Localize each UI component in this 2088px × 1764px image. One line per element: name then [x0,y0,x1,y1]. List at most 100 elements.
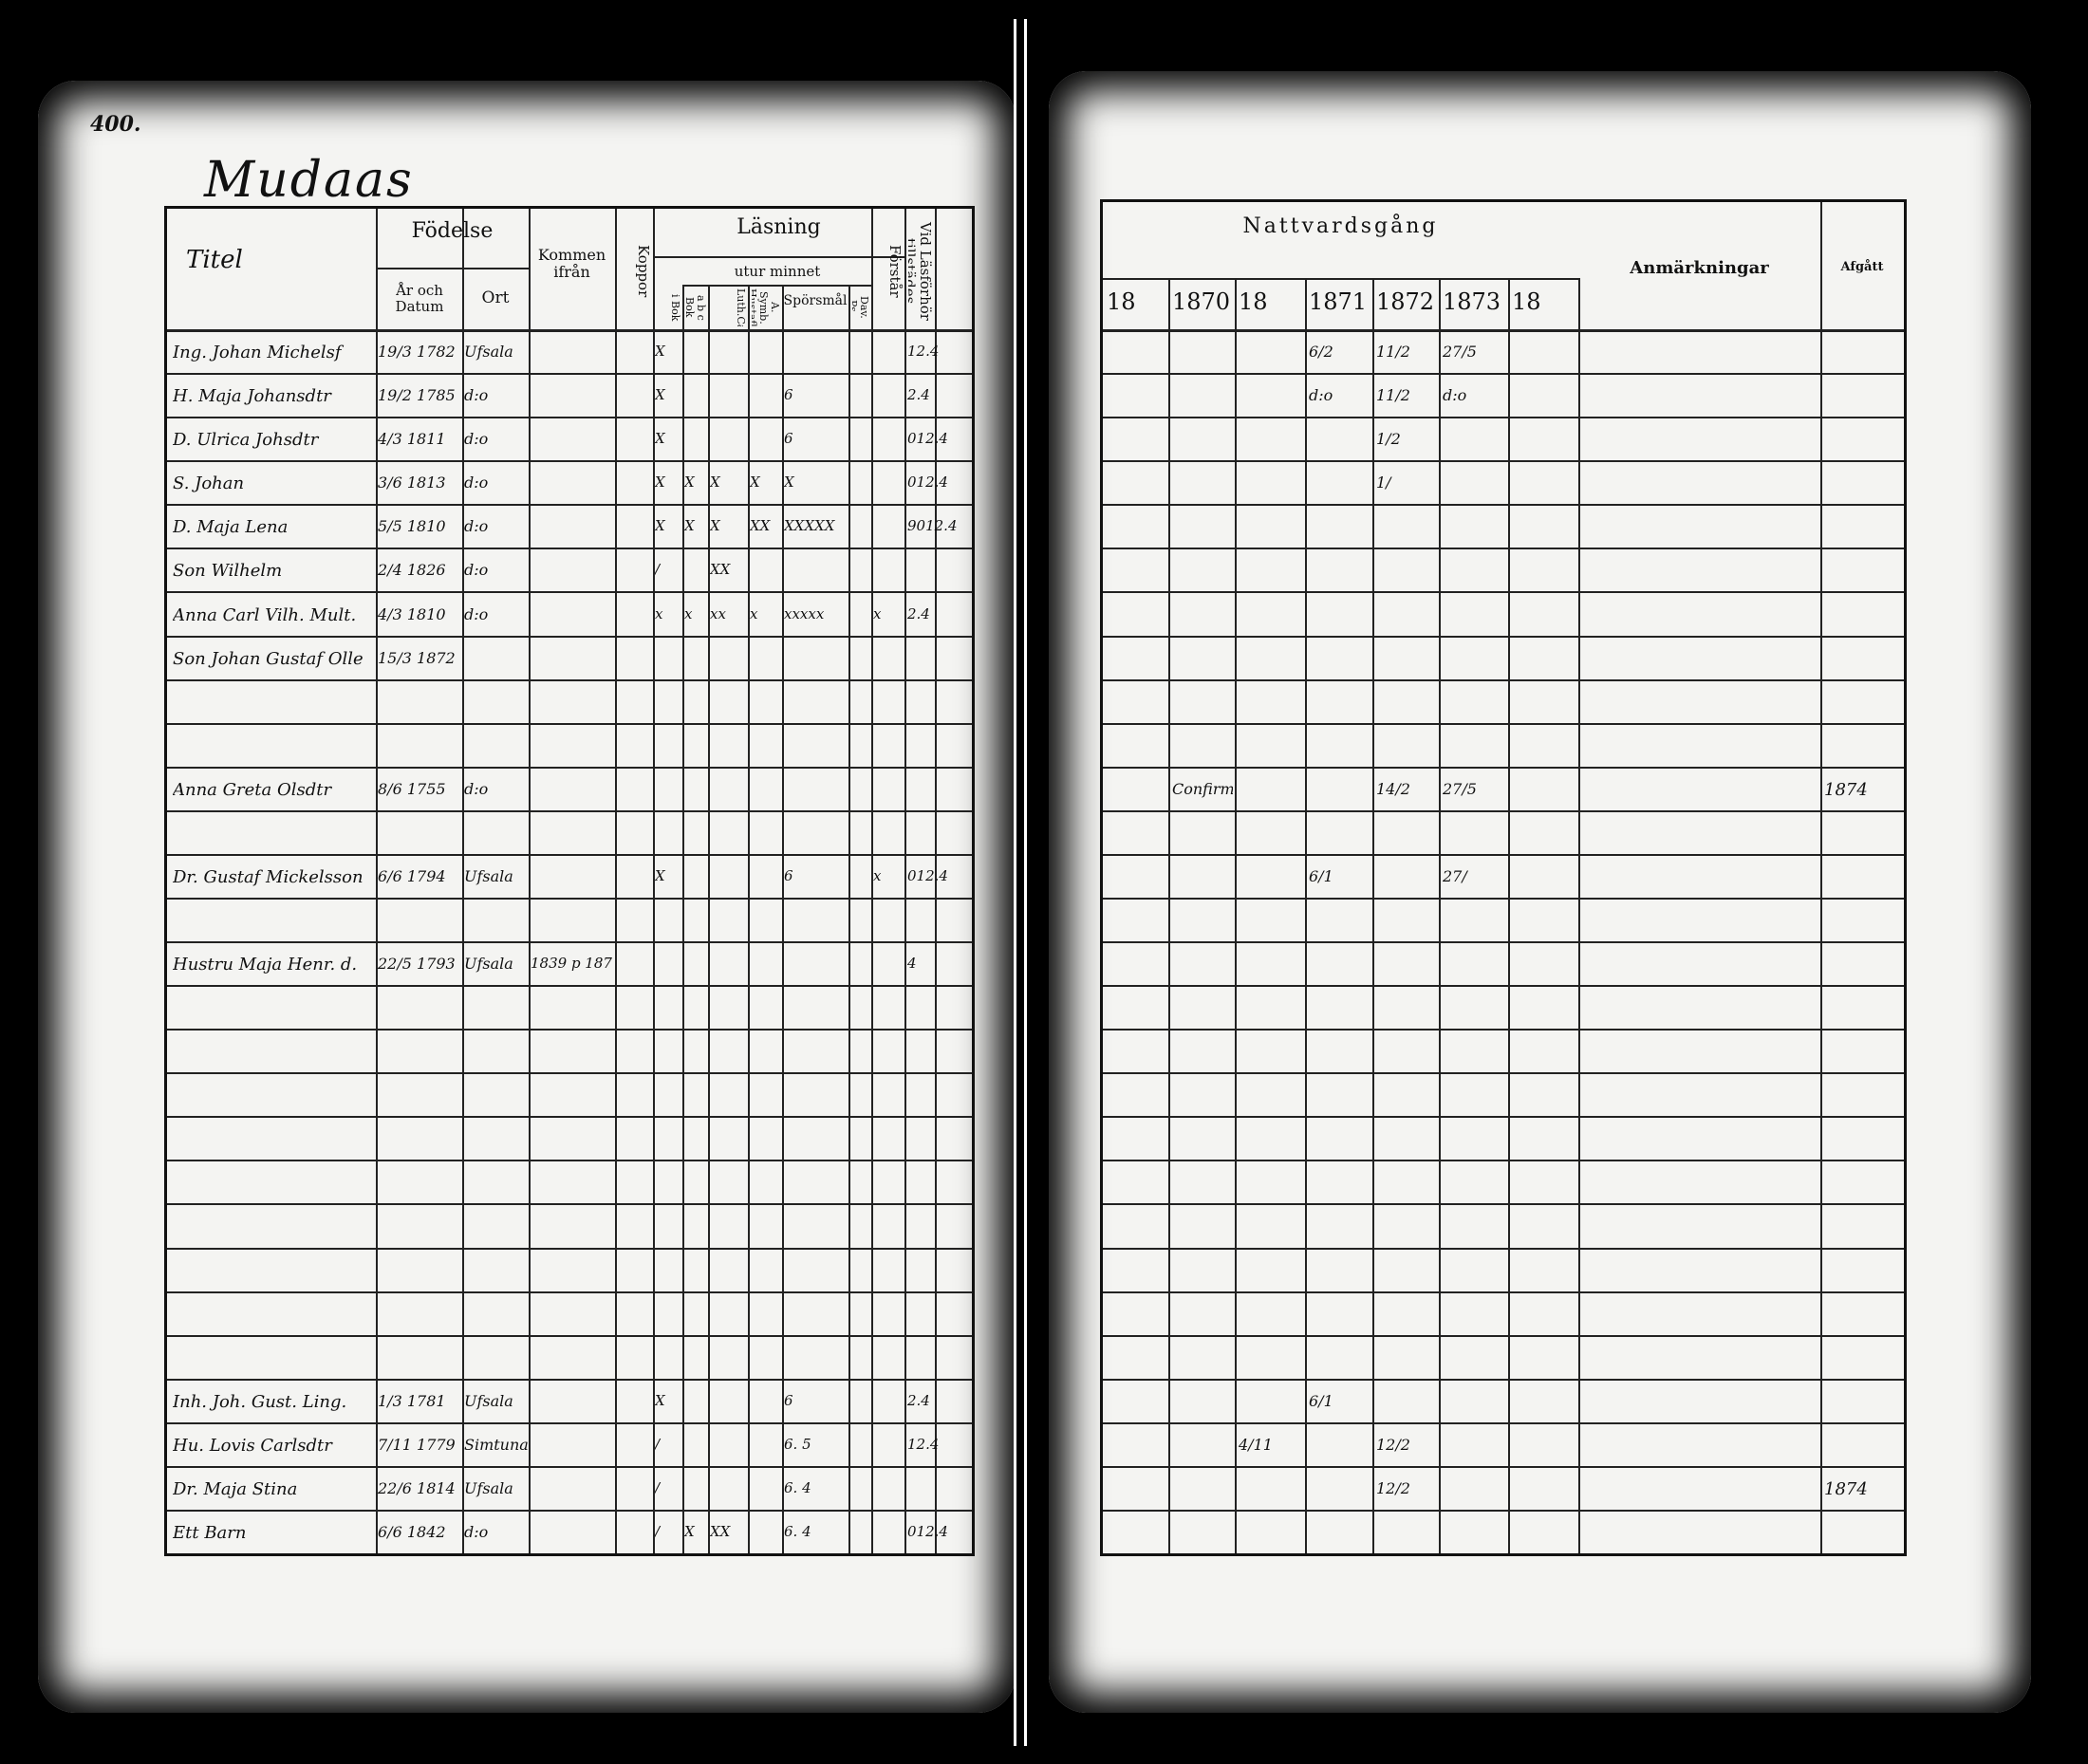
column-divider [462,209,464,1553]
reading-mark: 6 [784,386,793,404]
reading-mark: x [750,604,758,622]
reading-mark: XX [710,561,731,579]
communion-date: 1/ [1376,473,1391,492]
communion-date: 11/2 [1376,386,1410,405]
communion-date: 6/1 [1309,1391,1333,1410]
person-name: Ing. Johan Michelsf [173,343,342,363]
column-divider [1305,278,1307,1553]
row-divider [167,1509,972,1512]
koppor-header: Koppor [635,245,651,298]
reading-mark: / [655,1523,661,1540]
person-name: S. Johan [173,473,245,494]
birth-place: Ufsala [464,955,513,974]
birth-date: 8/6 1755 [378,779,446,798]
communion-date: 12/2 [1376,1435,1410,1454]
row-divider [167,1247,972,1250]
reading-mark: XX [750,517,771,535]
left-page [38,81,1016,1713]
examination-attendance: 012.4 [907,430,948,448]
right-page [1049,71,2031,1713]
person-name: D. Maja Lena [173,517,289,538]
birth-date: 19/3 1782 [378,343,456,362]
row-divider [1103,417,1904,419]
reading-mark: X [684,473,695,492]
utur-minnet-header: utur minnet [734,263,821,280]
row-divider [1103,1072,1904,1075]
reading-mark: X [684,1523,695,1540]
place-header: Ort [481,288,510,307]
column-divider [848,285,850,1553]
birth-date: 4/3 1810 [378,604,446,623]
reading-mark: 6. 4 [784,1523,811,1540]
reading-mark: X [710,517,720,535]
reading-mark: xx [710,604,726,622]
row-divider [167,1203,972,1206]
row-divider [1103,853,1904,856]
row-divider [167,678,972,681]
lasforhor-header: Vid Läsförhör tillstädes [908,222,933,321]
row-divider [1103,1334,1904,1337]
row-divider [1103,1029,1904,1031]
person-name: Son Wilhelm [173,561,283,582]
reading-mark: 6. 4 [784,1478,811,1496]
symb-header: A. Symb. Hustafla [752,288,780,326]
person-name: Hustru Maja Henr. d. [173,955,358,975]
birth-date: 7/11 1779 [378,1435,456,1454]
column-divider [1168,278,1170,1553]
moved-from: 1839 p 187 [531,955,612,973]
birth-place: Ufsala [464,1478,513,1497]
communion-date: 11/2 [1376,343,1410,362]
page-number: 400. [90,112,141,137]
row-divider [167,373,972,376]
birth-date: 6/6 1842 [378,1523,446,1541]
birth-place: d:o [464,561,489,580]
reading-mark: X [684,517,695,535]
lasning-header: Läsning [736,215,821,239]
row-divider [1103,1160,1904,1162]
row-divider [1103,1116,1904,1119]
i_bok-header: i Bok [669,293,680,322]
row-divider [167,548,972,550]
examination-attendance: 2.4 [907,386,930,404]
year-header: 1870 [1172,288,1231,315]
birth-place: d:o [464,430,489,449]
row-divider [1103,897,1904,900]
row-divider [167,722,972,725]
communion-date: 27/5 [1443,343,1477,362]
reading-mark: X [655,473,665,492]
column-divider [1508,278,1510,1553]
row-divider [1103,1465,1904,1468]
column-divider [529,209,531,1553]
reading-mark: / [655,1478,661,1496]
row-divider [167,897,972,900]
row-divider [1103,766,1904,769]
reading-mark: XX [710,1523,731,1540]
column-divider [904,209,906,1553]
birth-date: 5/5 1810 [378,517,446,536]
examination-attendance: 2.4 [907,604,930,622]
luth_cat-header: Luth.Cat. [735,288,746,326]
year-header: 1872 [1376,288,1435,315]
title-header: Titel [186,246,243,274]
row-divider [167,1421,972,1424]
row-divider [1103,941,1904,943]
row-divider [1103,1291,1904,1293]
birth-place: d:o [464,1523,489,1541]
reading-mark: X [655,386,665,404]
birth-date: 2/4 1826 [378,561,446,580]
place-title: Mudaas [204,152,414,209]
column-divider [1235,278,1237,1553]
person-name: Ett Barn [173,1523,247,1543]
row-divider [167,809,972,812]
sporsmal-header: Spörsmål [783,293,848,308]
book-spine [1014,19,1027,1746]
person-name: Dr. Gustaf Mickelsson [173,866,364,887]
row-divider [1103,1509,1904,1512]
birth-date: 15/3 1872 [378,648,456,667]
birth-place: Ufsala [464,866,513,885]
communion-date: 1/2 [1376,430,1401,449]
kommen-header: Kommen ifrån [537,246,606,281]
header-divider [1103,278,1578,280]
column-divider [748,285,750,1553]
examination-attendance: 2.4 [907,1391,930,1409]
